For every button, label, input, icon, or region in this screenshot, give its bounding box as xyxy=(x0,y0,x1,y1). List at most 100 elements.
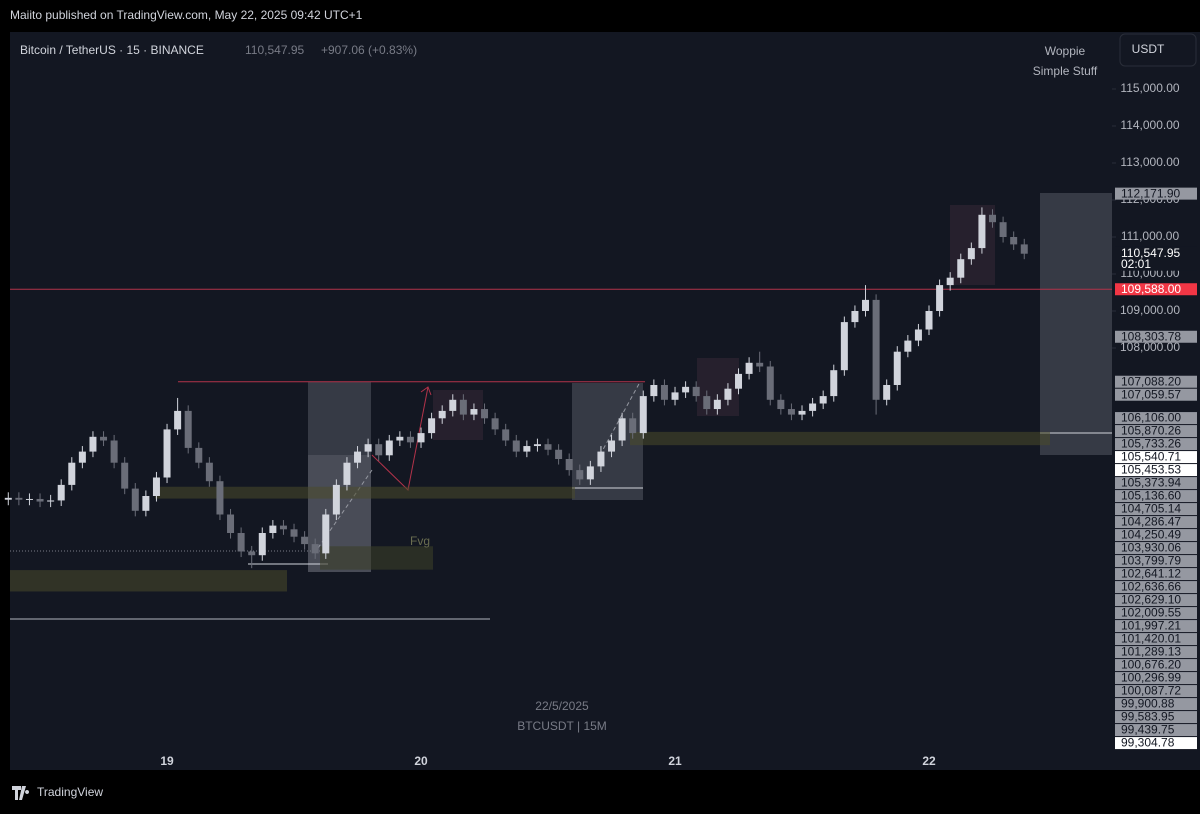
candle-body xyxy=(216,481,224,515)
currency-button[interactable] xyxy=(1119,33,1197,67)
y-tick-label: 114,000.00 xyxy=(1120,118,1179,132)
countdown: 02:01 xyxy=(1121,257,1151,271)
candle-body xyxy=(586,466,594,480)
candle-body xyxy=(502,429,510,441)
candle-body xyxy=(354,451,362,463)
price-label: 99,900.88 xyxy=(1121,697,1175,711)
candle-body xyxy=(978,214,986,249)
price-label-bg xyxy=(1115,724,1197,737)
candle-body xyxy=(163,429,171,478)
watermark: 22/5/2025 xyxy=(535,699,589,713)
header-price: 110,547.95 xyxy=(245,43,304,57)
x-tick-label: 20 xyxy=(414,754,428,768)
candle-body xyxy=(883,384,891,400)
footer-brand: TradingView xyxy=(37,785,103,799)
candle-body xyxy=(385,440,393,456)
candle-body xyxy=(713,399,721,410)
price-label-bg xyxy=(1115,330,1197,343)
candle-body xyxy=(787,409,795,415)
position-box xyxy=(308,382,371,572)
price-label-bg xyxy=(1115,529,1197,542)
candle-body xyxy=(671,392,679,400)
candle-body xyxy=(438,410,446,419)
candle-body xyxy=(237,533,245,552)
price-label: 103,930.06 xyxy=(1121,541,1181,555)
candle-body xyxy=(184,410,192,448)
candle-body xyxy=(544,444,552,450)
candle-body xyxy=(703,396,711,410)
candle-body xyxy=(68,462,76,485)
candle-body xyxy=(248,551,256,556)
price-label-bg xyxy=(1115,698,1197,711)
y-tick-label: 108,000.00 xyxy=(1120,340,1180,354)
price-label: 100,087.72 xyxy=(1121,684,1181,698)
candle-body xyxy=(1010,236,1018,245)
candle-body xyxy=(777,399,785,410)
price-label-bg xyxy=(1115,464,1197,477)
price-label-bg xyxy=(1115,737,1197,750)
candle-body xyxy=(629,418,637,434)
candle-body xyxy=(798,410,806,415)
candle-body xyxy=(290,529,298,537)
price-label: 100,676.20 xyxy=(1121,658,1181,672)
price-label-bg xyxy=(1115,187,1197,200)
price-label-bg xyxy=(1115,607,1197,620)
candle-body xyxy=(809,403,817,411)
candle-body xyxy=(269,525,277,534)
x-tick-label: 22 xyxy=(922,754,936,768)
price-label-bg xyxy=(1115,542,1197,555)
price-label: 101,289.13 xyxy=(1121,645,1181,659)
price-label: 104,286.47 xyxy=(1121,515,1181,529)
zone xyxy=(155,486,575,499)
candle-body xyxy=(872,299,880,400)
candle-body xyxy=(15,497,23,500)
candle-body xyxy=(121,462,129,489)
y-tick-label: 109,000.00 xyxy=(1120,303,1180,317)
candle-body xyxy=(449,399,457,411)
candle-body xyxy=(343,462,351,485)
y-tick-label: 111,000.00 xyxy=(1121,229,1180,243)
candle-body xyxy=(47,500,55,502)
candle-body xyxy=(756,362,764,367)
candle-body xyxy=(618,418,626,441)
currency-label[interactable]: USDT xyxy=(1132,42,1165,56)
candle-body xyxy=(946,277,954,286)
price-label: 102,629.10 xyxy=(1121,593,1181,607)
price-label: 99,439.75 xyxy=(1121,723,1175,737)
candle-body xyxy=(533,444,541,447)
candle-body xyxy=(745,362,753,374)
price-label-bg xyxy=(1115,412,1197,425)
price-label: 99,304.78 xyxy=(1121,736,1175,750)
candle-body xyxy=(660,384,668,400)
candle-body xyxy=(840,322,848,371)
arrow-head xyxy=(420,386,432,396)
candle-body xyxy=(766,366,774,400)
candle-body xyxy=(735,373,743,389)
candle-body xyxy=(851,310,859,323)
candle-body xyxy=(152,477,160,497)
price-label-bg xyxy=(1115,633,1197,646)
price-label: 105,373.94 xyxy=(1121,476,1181,490)
price-label: 102,009.55 xyxy=(1121,606,1181,620)
candle-body xyxy=(396,436,404,441)
price-label: 112,171.90 xyxy=(1121,186,1180,200)
x-tick-label: 21 xyxy=(668,754,682,768)
candle-body xyxy=(428,418,436,434)
candle-body xyxy=(4,497,12,500)
header-change: +907.06 (+0.83%) xyxy=(321,43,417,57)
candle-body xyxy=(142,496,150,511)
candle-body xyxy=(682,386,690,393)
price-label-bg xyxy=(1115,477,1197,490)
price-label: 107,088.20 xyxy=(1121,374,1181,388)
candle-body xyxy=(322,514,330,554)
price-label-bg xyxy=(1115,425,1197,438)
last-price: 110,547.95 xyxy=(1121,246,1180,260)
candle-body xyxy=(406,436,414,443)
candle-body xyxy=(893,351,901,385)
candle-body xyxy=(819,396,827,404)
price-label-bg xyxy=(1115,672,1197,685)
watermark: BTCUSDT | 15M xyxy=(517,719,607,733)
candle-body xyxy=(36,498,44,502)
candle-body xyxy=(555,449,563,460)
candle-body xyxy=(925,310,933,330)
